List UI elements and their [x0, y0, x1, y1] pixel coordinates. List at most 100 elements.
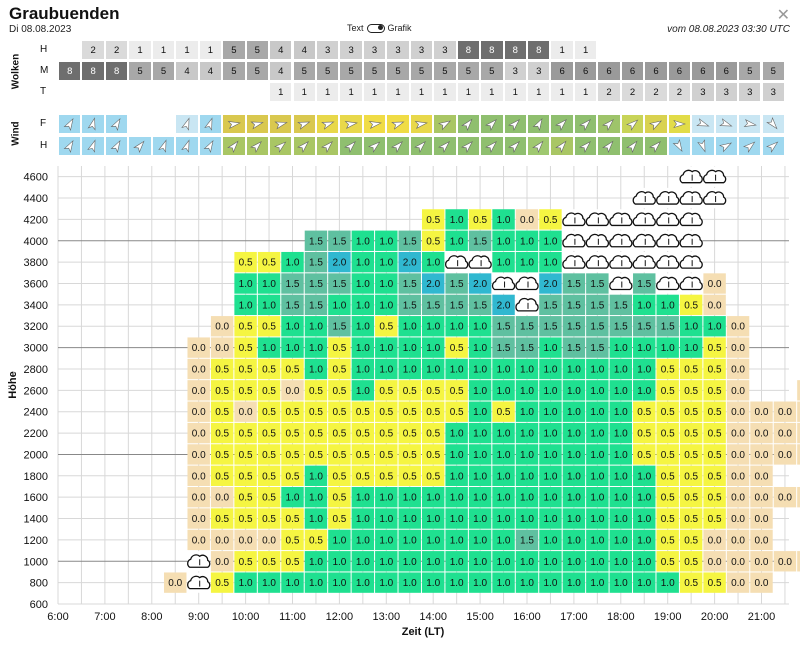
heatmap-cell: 1.0 [257, 572, 281, 593]
heatmap-cell: 1.0 [562, 422, 586, 444]
cloud-cell: 5 [386, 61, 410, 81]
heatmap-cell: 1.0 [586, 572, 609, 593]
cell-value: 0.5 [708, 514, 722, 525]
heatmap-cell: 0.0 [750, 508, 773, 529]
cell-value: 1.5 [520, 535, 534, 546]
cell-value: 1.0 [379, 514, 393, 525]
heatmap-cell: 0.5 [257, 508, 281, 529]
heatmap-cell: 1.5 [586, 294, 609, 316]
heatmap-cell: 0.5 [398, 465, 421, 486]
cell-value: 1.0 [473, 514, 487, 525]
y-axis-title: Höhe [7, 371, 19, 399]
wind-cell [386, 136, 410, 156]
cloud-cell: 8 [527, 40, 551, 60]
close-icon[interactable]: ✕ [776, 7, 790, 24]
cell-value: 0.0 [192, 514, 206, 525]
heatmap-cell: 1.0 [586, 422, 609, 444]
toggle-switch[interactable] [366, 23, 385, 33]
heatmap-cell [515, 294, 539, 316]
heatmap-cell: 1.0 [468, 358, 492, 380]
heatmap-cell: 0.0 [210, 529, 234, 551]
cell-value: 1.0 [520, 364, 534, 375]
wind-cell [597, 114, 621, 134]
heatmap-cell: 1.0 [351, 508, 375, 529]
cloud-cell: 1 [550, 82, 574, 102]
cell-value: 1.0 [450, 514, 464, 525]
heatmap-cell: 1.0 [375, 551, 398, 572]
wind-arrow-icon [719, 142, 733, 153]
heatmap-cell: 0.5 [679, 551, 703, 572]
heatmap-cell: 0.5 [234, 465, 257, 486]
cell-value: 1.0 [543, 471, 557, 482]
cell-value: 0.5 [332, 386, 346, 397]
cell-value: 1.5 [567, 322, 581, 333]
cumulus-cloud-icon [187, 554, 211, 568]
cell-value: 1.0 [379, 557, 393, 568]
cloud-cell: 4 [269, 40, 293, 60]
cell-value: 0.5 [286, 535, 300, 546]
cell-value: 1.0 [332, 535, 346, 546]
cell-value: 1.0 [356, 386, 370, 397]
wind-arrow-icon [673, 139, 683, 153]
cell-value: 1.0 [403, 322, 417, 333]
wind-cell [104, 114, 129, 134]
cell-value: 1.5 [309, 258, 323, 269]
heatmap-cell: 0.5 [703, 380, 726, 401]
heatmap-cell: 0.0 [187, 337, 210, 358]
cell-value: 0.5 [332, 364, 346, 375]
cell-value: 1.0 [520, 450, 534, 461]
cloud-cell: 1 [456, 82, 481, 102]
heatmap-cell: 0.5 [679, 486, 703, 508]
heatmap-cell: 1.5 [562, 273, 586, 294]
x-tick-label: 17:00 [560, 611, 588, 623]
cell-value: 0.0 [731, 407, 745, 418]
cell-value: 0.5 [426, 386, 440, 397]
cumulus-cloud-icon [609, 255, 633, 269]
view-toggle[interactable]: Text Grafik [347, 23, 412, 33]
heatmap-cell: 1.0 [398, 508, 421, 529]
cell-value: 0.0 [731, 322, 745, 333]
heatmap-cell: 1.0 [539, 401, 562, 422]
cloud-cell: 1 [315, 82, 340, 102]
heatmap-cell: 1.0 [375, 273, 398, 294]
cloud-cell: 1 [409, 82, 434, 102]
wind-arrow-icon [461, 118, 473, 131]
wind-cell [456, 136, 481, 156]
cell-value: 0.5 [708, 364, 722, 375]
heatmap-cell: 0.0 [187, 508, 210, 529]
cell-value: 1.5 [497, 343, 511, 354]
cumulus-cloud-icon [632, 191, 656, 205]
heatmap-cell: 1.0 [562, 380, 586, 401]
cell-value: 1.0 [309, 493, 323, 504]
heatmap-cell: 0.5 [281, 358, 304, 380]
heatmap-cell: 1.0 [468, 401, 492, 422]
wind-cell [292, 114, 316, 134]
cell-value: 1.0 [497, 514, 511, 525]
heatmap-cell: 0.0 [750, 422, 773, 444]
heatmap-cell: 0.0 [234, 401, 257, 422]
wind-arrow-icon [437, 120, 451, 131]
cell-value: 1.0 [637, 364, 651, 375]
heatmap-cell: 0.5 [304, 444, 328, 465]
heatmap-cell: 1.0 [633, 572, 656, 593]
heatmap-cell: 0.5 [328, 337, 351, 358]
heatmap-cell: 0.5 [257, 486, 281, 508]
heatmap-cell: 1.0 [609, 551, 633, 572]
wind-cell [761, 136, 785, 156]
heatmap-cell [609, 209, 633, 230]
heatmap-cell: 1.0 [492, 486, 515, 508]
cloud-cell: 8 [81, 61, 105, 81]
heatmap-cell: 1.0 [539, 337, 562, 358]
x-tick-label: 10:00 [232, 611, 260, 623]
heatmap-cell: 1.0 [515, 401, 539, 422]
heatmap-cell: 1.5 [398, 294, 421, 316]
heatmap-cell: 0.5 [703, 572, 726, 593]
heatmap-cell: 1.0 [515, 486, 539, 508]
cell-value: 1.0 [403, 493, 417, 504]
cumulus-cloud-icon [679, 255, 703, 269]
wind-arrow-icon [320, 121, 335, 130]
cell-value: 0.5 [239, 364, 253, 375]
cloud-row-label: H [40, 44, 48, 55]
wind-arrow-icon [437, 141, 450, 153]
heatmap-cell: 1.0 [633, 465, 656, 486]
